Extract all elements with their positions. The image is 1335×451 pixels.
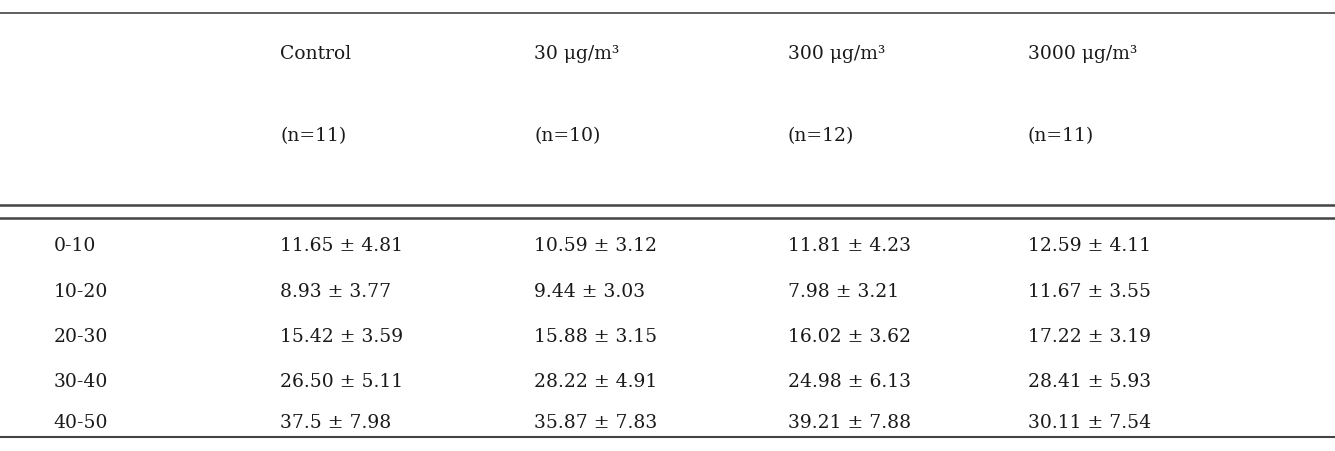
Text: 8.93 ± 3.77: 8.93 ± 3.77 bbox=[280, 282, 391, 300]
Text: 10.59 ± 3.12: 10.59 ± 3.12 bbox=[534, 237, 657, 255]
Text: 10-20: 10-20 bbox=[53, 282, 108, 300]
Text: 26.50 ± 5.11: 26.50 ± 5.11 bbox=[280, 372, 403, 390]
Text: 11.67 ± 3.55: 11.67 ± 3.55 bbox=[1028, 282, 1151, 300]
Text: 12.59 ± 4.11: 12.59 ± 4.11 bbox=[1028, 237, 1151, 255]
Text: 15.42 ± 3.59: 15.42 ± 3.59 bbox=[280, 327, 403, 345]
Text: 7.98 ± 3.21: 7.98 ± 3.21 bbox=[788, 282, 898, 300]
Text: 300 μg/m³: 300 μg/m³ bbox=[788, 45, 885, 63]
Text: 9.44 ± 3.03: 9.44 ± 3.03 bbox=[534, 282, 645, 300]
Text: 30 μg/m³: 30 μg/m³ bbox=[534, 45, 619, 63]
Text: 17.22 ± 3.19: 17.22 ± 3.19 bbox=[1028, 327, 1151, 345]
Text: (n=10): (n=10) bbox=[534, 126, 601, 144]
Text: (n=11): (n=11) bbox=[280, 126, 347, 144]
Text: 30-40: 30-40 bbox=[53, 372, 108, 390]
Text: Control: Control bbox=[280, 45, 351, 63]
Text: 28.41 ± 5.93: 28.41 ± 5.93 bbox=[1028, 372, 1151, 390]
Text: 11.81 ± 4.23: 11.81 ± 4.23 bbox=[788, 237, 910, 255]
Text: 37.5 ± 7.98: 37.5 ± 7.98 bbox=[280, 413, 391, 431]
Text: 16.02 ± 3.62: 16.02 ± 3.62 bbox=[788, 327, 910, 345]
Text: 20-30: 20-30 bbox=[53, 327, 108, 345]
Text: 15.88 ± 3.15: 15.88 ± 3.15 bbox=[534, 327, 657, 345]
Text: (n=11): (n=11) bbox=[1028, 126, 1095, 144]
Text: (n=12): (n=12) bbox=[788, 126, 854, 144]
Text: 11.65 ± 4.81: 11.65 ± 4.81 bbox=[280, 237, 403, 255]
Text: 30.11 ± 7.54: 30.11 ± 7.54 bbox=[1028, 413, 1151, 431]
Text: 39.21 ± 7.88: 39.21 ± 7.88 bbox=[788, 413, 910, 431]
Text: 0-10: 0-10 bbox=[53, 237, 96, 255]
Text: 3000 μg/m³: 3000 μg/m³ bbox=[1028, 45, 1137, 63]
Text: 28.22 ± 4.91: 28.22 ± 4.91 bbox=[534, 372, 657, 390]
Text: 24.98 ± 6.13: 24.98 ± 6.13 bbox=[788, 372, 910, 390]
Text: 40-50: 40-50 bbox=[53, 413, 108, 431]
Text: 35.87 ± 7.83: 35.87 ± 7.83 bbox=[534, 413, 657, 431]
